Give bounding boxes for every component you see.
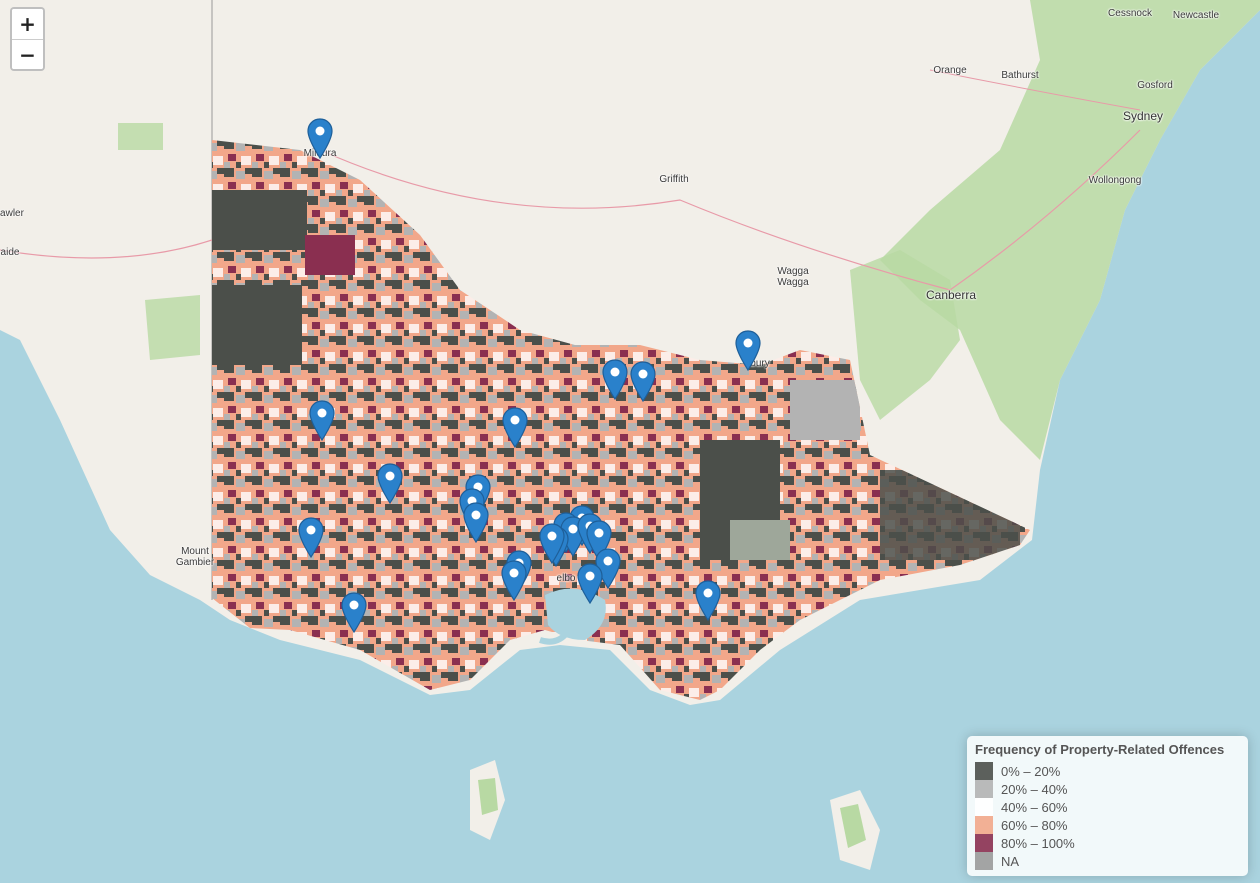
legend-swatch [975,816,993,834]
place-label-griffith: Griffith [659,174,689,185]
map-marker-icon[interactable] [341,592,367,634]
map-marker-icon[interactable] [695,580,721,622]
place-label-albury: bury [750,358,770,369]
legend-label: NA [1001,853,1020,869]
map-marker-icon[interactable] [539,523,565,565]
place-label-gosford: Gosford [1137,80,1173,91]
legend-label: 0% – 20% [1001,763,1061,779]
legend-item: 20% – 40% [975,780,1240,798]
place-label-canberra: Canberra [925,288,977,302]
legend-item: NA [975,852,1240,870]
place-label-orange: Orange [933,65,967,76]
map-marker-icon[interactable] [595,548,621,590]
map-legend: Frequency of Property-Related Offences 0… [967,736,1248,876]
map-marker-icon[interactable] [501,560,527,602]
place-label-wagga-wagga: Wagga Wagga [777,266,809,288]
map-marker-icon[interactable] [630,361,656,403]
legend-item: 80% – 100% [975,834,1240,852]
map-marker-icon[interactable] [502,407,528,449]
map-marker-icon[interactable] [463,502,489,544]
map-marker-icon[interactable] [602,359,628,401]
map-marker-icon[interactable] [577,563,603,605]
legend-swatch [975,834,993,852]
place-label-cessnock: Cessnock [1108,8,1152,19]
legend-item: 60% – 80% [975,816,1240,834]
map-marker-icon[interactable] [377,463,403,505]
legend-swatch [975,762,993,780]
place-label-mount-gambier: Mount Gambier [175,546,215,568]
place-label-bathurst: Bathurst [1001,70,1039,81]
map-marker-icon[interactable] [298,517,324,559]
place-label-newcastle: Newcastle [1172,10,1220,21]
map-marker-icon[interactable] [307,118,333,160]
legend-label: 40% – 60% [1001,799,1068,815]
legend-item: 40% – 60% [975,798,1240,816]
zoom-in-button[interactable]: + [12,9,43,39]
legend-swatch [975,798,993,816]
legend-label: 20% – 40% [1001,781,1068,797]
zoom-out-button[interactable]: − [12,39,43,69]
legend-label: 60% – 80% [1001,817,1068,833]
legend-item: 0% – 20% [975,762,1240,780]
legend-label: 80% – 100% [1001,835,1075,851]
place-label-melbourne: elbo [556,573,576,584]
legend-swatch [975,780,993,798]
legend-title: Frequency of Property-Related Offences [975,742,1225,757]
map-marker-icon[interactable] [309,400,335,442]
legend-swatch [975,852,993,870]
place-label-adelaide: aide [0,247,20,258]
place-label-sydney: Sydney [1122,109,1164,123]
place-label-wollongong: Wollongong [1088,175,1142,186]
map-marker-icon[interactable] [735,330,761,372]
place-label-hawler: awler [0,208,24,219]
zoom-control: + − [10,7,45,71]
